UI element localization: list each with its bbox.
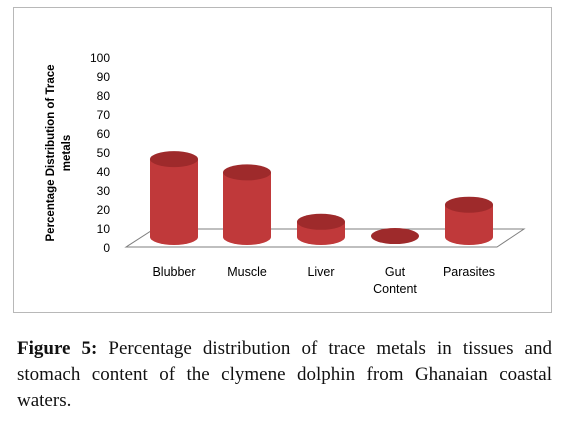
y-tick-label: 90 bbox=[97, 70, 111, 84]
y-tick-label: 70 bbox=[97, 108, 111, 122]
x-category-label: Blubber bbox=[152, 265, 195, 279]
y-tick-label: 80 bbox=[97, 89, 111, 103]
figure-label: Figure 5: bbox=[17, 338, 98, 359]
y-tick-label: 60 bbox=[97, 127, 111, 141]
x-category-label: Liver bbox=[307, 265, 334, 279]
chart-frame: Percentage Distribution of Trace metals 0… bbox=[13, 7, 552, 313]
bar bbox=[223, 164, 271, 245]
y-tick-label: 50 bbox=[97, 146, 111, 160]
bars bbox=[150, 151, 493, 245]
y-tick-label: 30 bbox=[97, 184, 111, 198]
x-category-label: Parasites bbox=[443, 265, 495, 279]
y-tick-label: 0 bbox=[103, 241, 110, 255]
bar-body bbox=[445, 204, 493, 245]
y-axis-label-line: metals bbox=[61, 135, 73, 171]
x-category-label: Content bbox=[373, 282, 417, 296]
bar-top bbox=[445, 196, 493, 213]
y-axis-label-line: Percentage Distribution of Trace bbox=[45, 64, 57, 241]
y-tick-label: 100 bbox=[90, 51, 110, 65]
figure-caption: Figure 5: Percentage distribution of tra… bbox=[17, 336, 552, 414]
bar bbox=[445, 196, 493, 245]
bar-body bbox=[223, 172, 271, 245]
chart-svg: Percentage Distribution of Trace metals 0… bbox=[45, 51, 526, 296]
bar bbox=[150, 151, 198, 245]
y-tick-label: 10 bbox=[97, 222, 111, 236]
bar-top bbox=[297, 213, 345, 230]
x-category-label: Muscle bbox=[227, 265, 267, 279]
y-axis-ticks: 0 10 20 30 40 50 60 70 80 90 100 bbox=[90, 51, 110, 255]
y-tick-label: 20 bbox=[97, 203, 111, 217]
bar bbox=[297, 213, 345, 245]
y-tick-label: 40 bbox=[97, 165, 111, 179]
y-axis-label: Percentage Distribution of Trace metals bbox=[45, 64, 73, 241]
bar-top bbox=[223, 164, 271, 181]
bar-top bbox=[371, 228, 419, 245]
x-category-label: Gut bbox=[385, 265, 406, 279]
bar-top bbox=[150, 151, 198, 168]
x-axis-categories: Blubber Muscle Liver Gut Content Parasites bbox=[152, 265, 495, 296]
bar bbox=[371, 228, 419, 245]
figure-caption-text: Percentage distribution of trace metals … bbox=[17, 338, 552, 411]
bar-body bbox=[150, 159, 198, 245]
